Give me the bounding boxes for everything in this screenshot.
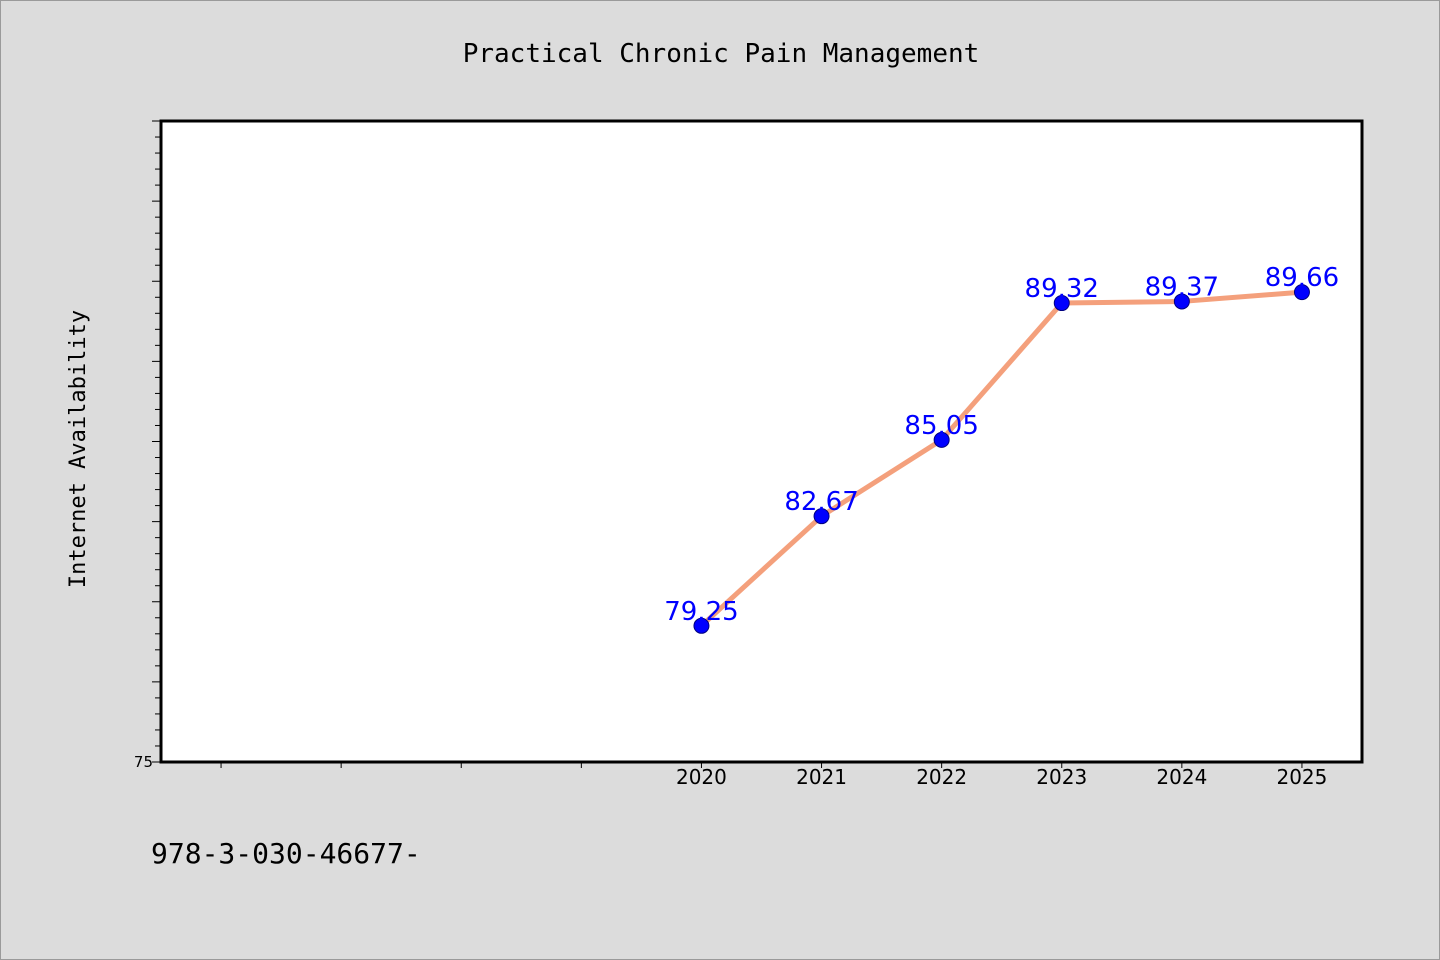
data-label: 89.32 [1025, 274, 1099, 304]
data-point [1293, 284, 1310, 301]
x-tick-label: 2023 [1036, 765, 1087, 789]
data-label: 79.25 [664, 597, 738, 627]
data-point [813, 508, 830, 525]
data-point [1173, 293, 1190, 310]
x-tick-label: 2025 [1276, 765, 1327, 789]
series-group: 79.25 82.67 85.05 89.32 89.37 89.66 [664, 263, 1339, 634]
footer-code: 978-3-030-46677- [151, 837, 421, 870]
chart-title: Practical Chronic Pain Management [463, 39, 980, 69]
x-tick-label: 2021 [796, 765, 847, 789]
data-point [1053, 295, 1070, 312]
data-label: 85.05 [904, 411, 978, 441]
data-label: 82.67 [784, 487, 858, 517]
x-tick-label: 2020 [676, 765, 727, 789]
series-line [698, 289, 1305, 629]
y-axis-ticks [152, 120, 161, 763]
y-tick-label: 75 [134, 753, 153, 771]
x-axis-ticks: 2020 2021 2022 2023 2024 2025 [220, 762, 1327, 789]
data-point [693, 617, 710, 634]
x-tick-label: 2022 [916, 765, 967, 789]
data-label: 89.37 [1145, 272, 1219, 302]
y-axis-label: Internet Availability [66, 310, 91, 588]
data-point [933, 431, 950, 448]
plot-area [159, 119, 1364, 764]
data-label: 89.66 [1265, 263, 1339, 293]
x-tick-label: 2024 [1156, 765, 1207, 789]
